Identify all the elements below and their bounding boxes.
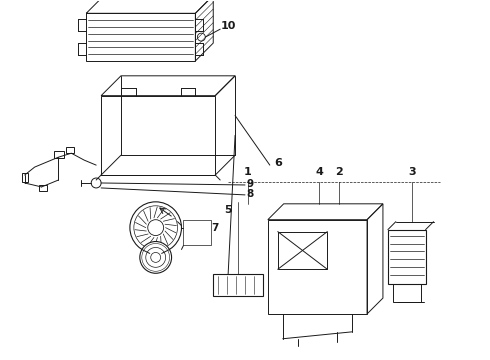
Bar	[268, 220, 367, 314]
Bar	[278, 231, 327, 269]
Circle shape	[130, 202, 181, 253]
Text: 5: 5	[224, 205, 232, 215]
Bar	[22, 173, 28, 182]
Text: 4: 4	[316, 167, 323, 177]
Text: 7: 7	[212, 222, 219, 233]
Bar	[388, 230, 426, 284]
Bar	[393, 284, 420, 302]
Bar	[66, 147, 74, 153]
Text: 8: 8	[246, 189, 254, 199]
Bar	[213, 274, 263, 296]
Text: 2: 2	[335, 167, 343, 177]
Text: 9: 9	[246, 179, 253, 189]
Bar	[86, 13, 196, 61]
Bar	[54, 151, 64, 158]
Bar	[39, 185, 47, 191]
Bar	[101, 96, 215, 175]
Text: 6: 6	[274, 158, 282, 168]
Bar	[183, 220, 211, 246]
Text: 1: 1	[244, 167, 252, 177]
Circle shape	[140, 242, 171, 273]
Text: 3: 3	[408, 167, 416, 177]
Text: 10: 10	[220, 21, 236, 31]
